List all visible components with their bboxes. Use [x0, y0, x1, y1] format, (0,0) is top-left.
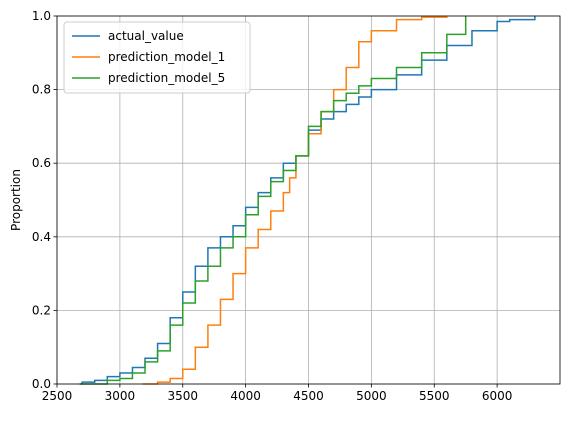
x-tick-label: 4000: [230, 389, 261, 403]
series-line-prediction-model-1: [142, 16, 448, 385]
y-tick-label: 0.4: [32, 230, 51, 244]
legend-label: prediction_model_5: [108, 71, 225, 85]
y-axis-label: Proportion: [9, 169, 23, 231]
legend-label: actual_value: [108, 29, 184, 43]
y-tick-label: 0.6: [32, 156, 51, 170]
y-tick-label: 0.2: [32, 303, 51, 317]
y-tick-label: 0.0: [32, 377, 51, 391]
x-tick-label: 5500: [419, 389, 450, 403]
y-tick-label: 0.8: [32, 83, 51, 97]
ticks: 2500 3000 3500 4000 4500 5000 5500 6000 0.0 0.2 0.…: [32, 9, 512, 403]
x-tick-label: 4500: [293, 389, 324, 403]
x-tick-label: 5000: [356, 389, 387, 403]
x-tick-label: 2500: [42, 389, 73, 403]
x-tick-label: 3500: [167, 389, 198, 403]
series-line-prediction-model-5: [82, 16, 467, 385]
series-lines: [79, 16, 536, 385]
y-tick-label: 1.0: [32, 9, 51, 23]
legend-label: prediction_model_1: [108, 50, 225, 64]
legend: actual_value prediction_model_1 prediction…: [63, 21, 251, 94]
legend-box: [63, 21, 251, 94]
x-tick-label: 6000: [482, 389, 513, 403]
x-tick-label: 3000: [105, 389, 136, 403]
